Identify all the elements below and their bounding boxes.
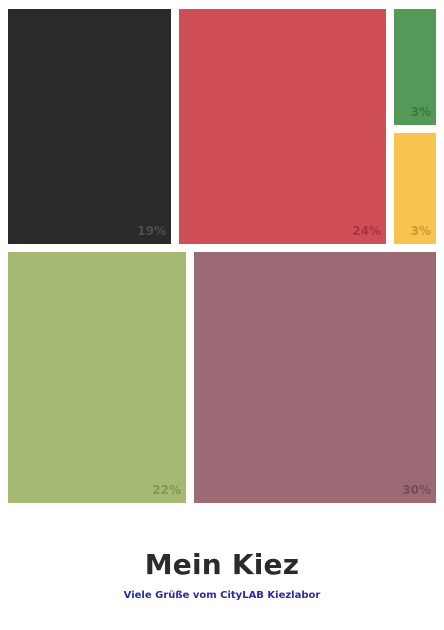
treemap-tile-2 (179, 9, 386, 244)
poster-subtitle: Viele Grüße vom CityLAB Kiezlabor (123, 590, 321, 601)
poster-title: Mein Kiez (144, 548, 300, 581)
treemap-tile-6-label: 30% (402, 483, 431, 497)
treemap-tile-3-label: 3% (411, 105, 431, 119)
treemap-tile-6 (194, 252, 436, 503)
treemap-tile-4 (394, 133, 436, 244)
treemap-tile-5 (8, 252, 186, 503)
treemap-tile-2-label: 24% (352, 224, 381, 238)
treemap-chart: 19% 24% 3% 3% 22% 30% (8, 9, 436, 503)
treemap-tile-1-label: 19% (137, 224, 166, 238)
treemap-tile-4-label: 3% (411, 224, 431, 238)
treemap-tile-1 (8, 9, 171, 244)
treemap-tile-3 (394, 9, 436, 125)
treemap-tile-5-label: 22% (152, 483, 181, 497)
